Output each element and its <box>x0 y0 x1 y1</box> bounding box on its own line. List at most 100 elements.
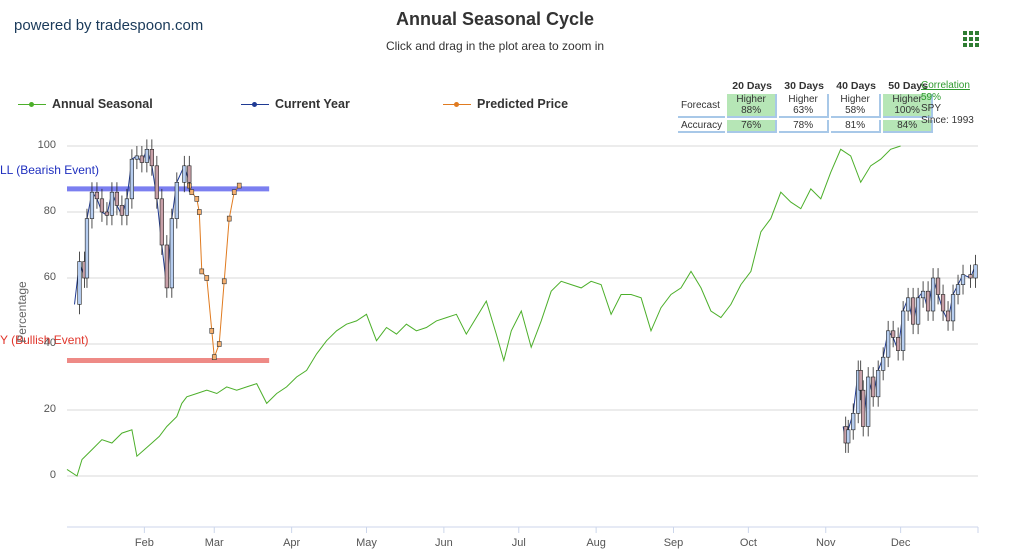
candle-body <box>144 149 149 163</box>
candle-body <box>851 412 856 431</box>
forecast-cell-20: Higher 88% <box>727 94 778 118</box>
x-tick-label: Apr <box>283 537 301 549</box>
x-axis <box>67 526 979 533</box>
candle-body <box>149 149 154 167</box>
candle-body <box>871 376 876 398</box>
candle-body <box>174 182 179 219</box>
candle-body <box>169 218 174 289</box>
predicted-price-point <box>196 209 202 215</box>
col-40-days: 40 Days <box>836 79 876 92</box>
forecast-cell-50: Higher 100% <box>883 94 934 118</box>
y-tick-100: 100 <box>37 139 56 151</box>
candle-body <box>77 261 82 305</box>
candle-body <box>960 274 966 285</box>
candle-body <box>89 191 95 219</box>
predicted-price-point <box>221 278 227 285</box>
candle-body <box>973 264 978 279</box>
chart-subtitle: Click and drag in the plot area to zoom … <box>385 39 605 53</box>
col-20-days: 20 Days <box>732 79 772 92</box>
candle-body <box>134 155 139 160</box>
candle-body <box>935 277 941 295</box>
candle-body <box>940 294 946 312</box>
candle-body <box>861 389 866 427</box>
candle-body <box>94 191 100 200</box>
accuracy-cell-20: 76% <box>727 120 778 133</box>
x-tick-label: Jun <box>435 537 453 549</box>
candle-body <box>182 165 187 183</box>
candle-body <box>84 218 90 279</box>
candle-body <box>881 356 886 371</box>
correlation-link[interactable]: Correlation <box>921 80 970 91</box>
x-tick-label: Dec <box>890 537 911 549</box>
col-30-days: 30 Days <box>784 79 824 92</box>
predicted-price-point <box>231 189 237 195</box>
predicted-price-point <box>194 196 200 202</box>
candle-body <box>955 284 961 295</box>
symbol-label: SPY <box>921 103 942 114</box>
predicted-price-point <box>226 215 232 222</box>
candle-body <box>930 277 936 312</box>
candle-body <box>896 337 901 351</box>
legend-label: Annual Seasonal <box>52 97 153 111</box>
predicted-price-line <box>188 185 240 358</box>
accuracy-cell-40: 81% <box>831 120 882 133</box>
x-tick-label: Mar <box>204 537 224 549</box>
y-tick-60: 60 <box>43 271 56 283</box>
sell-event-label: LL (Bearish Event) <box>0 163 99 177</box>
legend-label: Current Year <box>275 97 350 111</box>
candle-body <box>911 297 916 325</box>
legend-label: Predicted Price <box>477 97 569 111</box>
powered-by-text[interactable]: powered by tradespoon.com <box>14 17 204 34</box>
y-tick-0: 0 <box>49 469 56 481</box>
forecast-table: 20 Days 30 Days 40 Days 50 Days Forecast… <box>676 77 935 135</box>
chart-title: Annual Seasonal Cycle <box>395 9 595 29</box>
candle-body <box>866 376 871 427</box>
accuracy-cell-30: 78% <box>779 120 830 133</box>
x-tick-label: Nov <box>815 537 836 549</box>
candle-body <box>925 290 931 312</box>
buy-event-label: Y (Bullish Event) <box>0 333 89 347</box>
candle-body <box>187 165 192 183</box>
correlation-box: Correlation 59% SPY Since: 1993 <box>921 80 974 126</box>
correlation-value: 59% <box>921 91 942 103</box>
candle-body <box>124 198 130 216</box>
candle-body <box>139 155 144 163</box>
candle-body <box>846 429 851 444</box>
candle-body <box>858 370 863 391</box>
predicted-price-point <box>216 341 222 347</box>
predicted-price-point <box>236 182 242 189</box>
event-bands <box>67 186 270 363</box>
candle-body <box>109 191 115 216</box>
predicted-price-point <box>209 327 215 334</box>
y-tick-80: 80 <box>43 205 56 217</box>
x-tick-label: Feb <box>134 537 154 549</box>
predicted-price-point <box>211 354 217 361</box>
candle-body <box>104 211 110 216</box>
candle-body <box>950 294 956 322</box>
candle-body <box>920 290 926 299</box>
candle-body <box>945 310 951 322</box>
x-tick-label: Aug <box>586 537 606 549</box>
candle-body <box>119 205 125 216</box>
menu-grid-icon[interactable] <box>963 31 979 47</box>
candle-body <box>154 165 159 200</box>
candle-body <box>114 191 120 206</box>
candle-body <box>906 297 911 312</box>
candle-body <box>886 330 891 358</box>
series-lines <box>66 145 976 477</box>
y-tick-40: 40 <box>43 337 56 349</box>
forecast-row-label: Forecast <box>678 94 726 118</box>
predicted-price-point <box>189 189 195 195</box>
predicted-price-point <box>199 268 205 275</box>
x-tick-label: Sep <box>663 537 684 549</box>
x-tick-label: Jul <box>511 537 526 549</box>
candle-body <box>891 330 896 338</box>
col-50-days: 50 Days <box>888 79 928 92</box>
x-tick-label: Oct <box>739 537 757 549</box>
forecast-cell-40: Higher 58% <box>831 94 882 118</box>
candle-body <box>876 370 881 398</box>
candle-body <box>915 297 921 325</box>
candle-body <box>856 370 861 414</box>
forecast-cell-30: Higher 63% <box>779 94 830 118</box>
